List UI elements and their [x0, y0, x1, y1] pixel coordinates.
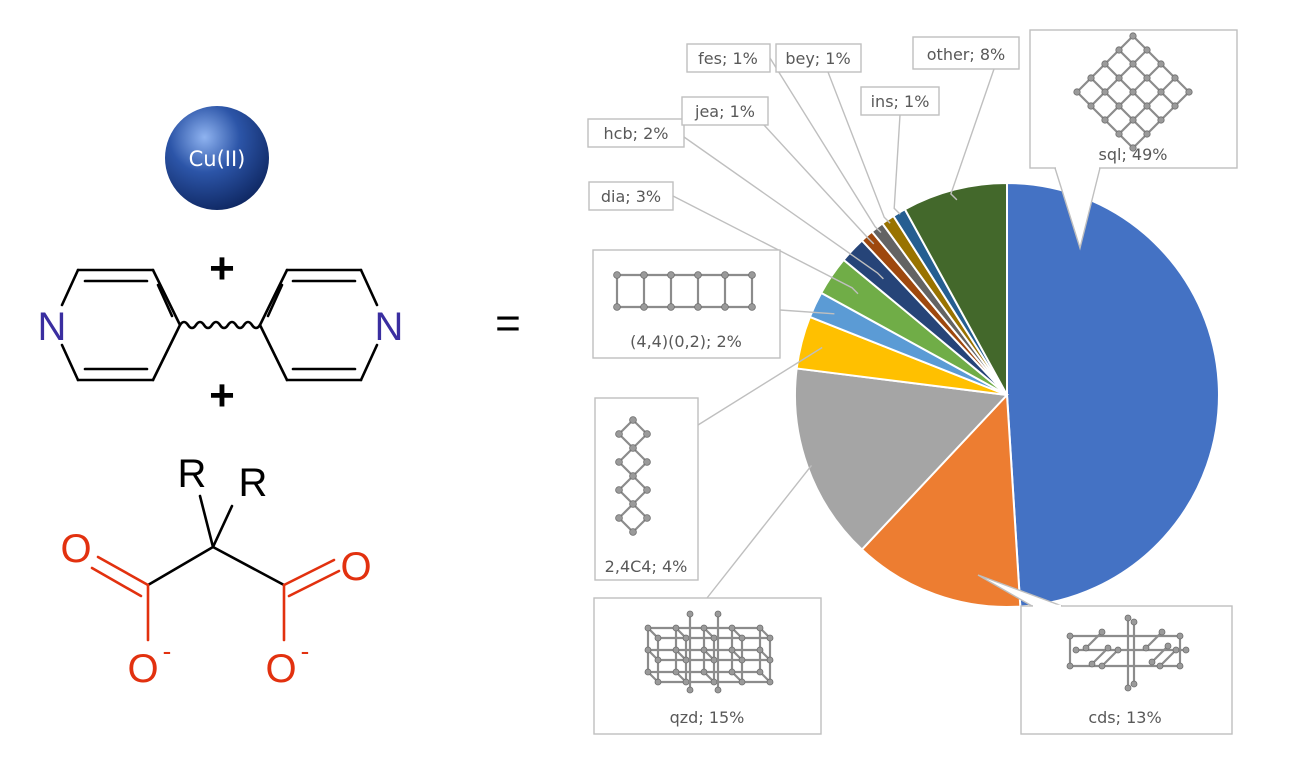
- oxygen-top-left-label: O: [60, 527, 91, 571]
- label-box-ins: [860, 86, 940, 116]
- leader-line-other: [950, 68, 995, 201]
- data-label-bey: bey; 1%: [785, 49, 850, 68]
- pie-slices: [794, 181, 1220, 608]
- equals-sign: =: [495, 299, 521, 348]
- oxygen-bottom-right-label: O: [265, 647, 296, 691]
- oxygen-bottom-left-label: O: [127, 647, 158, 691]
- copper-sphere-icon: [165, 106, 269, 210]
- label-box-qzd: [593, 597, 822, 735]
- label-box-jea: [681, 96, 769, 126]
- data-label-sql: sql; 49%: [1099, 145, 1168, 164]
- data-label-jea: jea; 1%: [694, 102, 755, 121]
- label-box-4-4-0-2: [592, 249, 781, 359]
- r-group-left-label: R: [178, 452, 207, 496]
- plus-sign-2: +: [209, 371, 235, 420]
- leader-line-4-4-0-2: [779, 309, 835, 315]
- bipyridine-ligand-icon: [60, 268, 379, 382]
- label-boxes: sql; 49% cds; 13% qzd; 15% 2,4C4; 4% (4,4)(0…: [587, 29, 1238, 735]
- leader-line-fes: [769, 57, 882, 233]
- oxygen-top-right-label: O: [340, 545, 371, 589]
- reaction-scheme: Cu(II) + N N: [38, 106, 404, 691]
- leader-line-qzd: [706, 464, 813, 599]
- sql-net-icon: [1073, 32, 1193, 152]
- label-box-fes: [686, 43, 771, 73]
- pie-slice-cds: [860, 392, 1022, 608]
- data-label-dia: dia; 3%: [601, 187, 661, 206]
- data-label-fes: fes; 1%: [698, 49, 758, 68]
- nitrogen-right-label: N: [375, 305, 404, 349]
- topology-pie-chart: sql; 49% cds; 13% qzd; 15% 2,4C4; 4% (4,4)(0…: [587, 29, 1238, 735]
- data-label-cds: cds; 13%: [1088, 708, 1161, 727]
- leader-line-dia: [672, 195, 859, 295]
- label-box-dia: [588, 181, 674, 211]
- data-label-ins: ins; 1%: [871, 92, 930, 111]
- leader-line-hcb: [683, 136, 884, 280]
- net-icons: [613, 32, 1193, 694]
- label-box-hcb: [587, 118, 685, 148]
- data-label-2-4c4: 2,4C4; 4%: [605, 557, 688, 576]
- plus-sign-1: +: [209, 244, 235, 293]
- qzd-net-icon: [644, 610, 774, 694]
- charge-left-label: -: [163, 636, 172, 666]
- pie-slice-qzd: [794, 367, 1010, 551]
- nitrogen-left-label: N: [38, 305, 67, 349]
- cds-net-icon: [1066, 614, 1190, 692]
- pie-slice-sql: [1006, 181, 1220, 608]
- metal-label: Cu(II): [189, 147, 246, 171]
- data-label-other: other; 8%: [927, 45, 1005, 64]
- data-label-qzd: qzd; 15%: [670, 708, 745, 727]
- chain-net-icon: [615, 416, 651, 536]
- data-label-hcb: hcb; 2%: [604, 124, 669, 143]
- label-box-cds: [1020, 605, 1233, 735]
- r-group-right-label: R: [239, 461, 268, 505]
- ladder-net-icon: [613, 271, 756, 311]
- leader-line-bey: [827, 71, 891, 224]
- label-box-other: [912, 36, 1020, 70]
- dicarboxylate-ligand-icon: [90, 494, 341, 642]
- label-box-bey: [775, 43, 862, 73]
- leader-line-jea: [763, 124, 875, 245]
- pie-slice-other: [903, 181, 1008, 396]
- leader-line-ins: [893, 114, 901, 215]
- data-label-4-4-0-2: (4,4)(0,2); 2%: [630, 332, 742, 351]
- label-leaders: [672, 57, 1101, 607]
- charge-right-label: -: [301, 636, 310, 666]
- leader-line-2-4c4: [697, 346, 823, 426]
